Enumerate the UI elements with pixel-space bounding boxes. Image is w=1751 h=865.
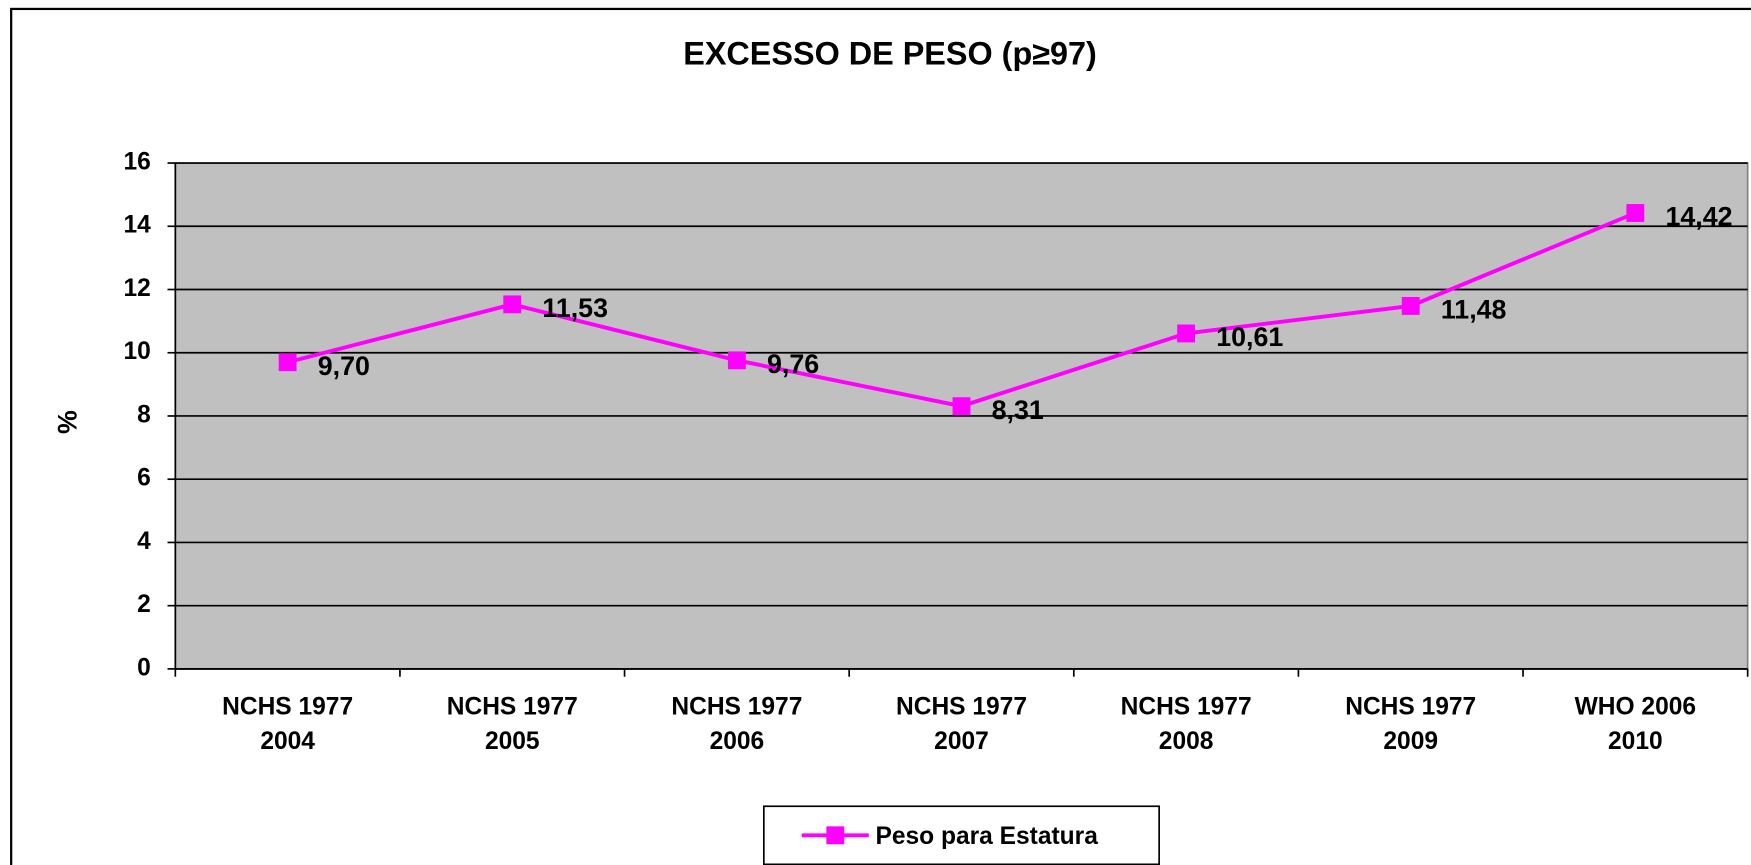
x-tick-label: 2005 <box>485 728 540 755</box>
marker <box>952 397 971 416</box>
x-tick-label: 2010 <box>1608 728 1663 755</box>
x-tick-label: 2008 <box>1159 728 1214 755</box>
y-tick-label: 4 <box>137 528 151 555</box>
y-tick-label: 16 <box>123 149 150 176</box>
x-tick-label: NCHS 1977 <box>1345 693 1476 720</box>
data-label: 9,70 <box>318 351 370 381</box>
data-label: 8,31 <box>992 395 1044 425</box>
marker <box>1177 324 1196 343</box>
y-axis-label: % <box>52 410 82 434</box>
data-label: 11,48 <box>1441 295 1507 325</box>
marker <box>278 353 297 372</box>
x-tick-label: NCHS 1977 <box>1121 693 1252 720</box>
x-tick-label: 2007 <box>934 728 989 755</box>
chart-title: EXCESSO DE PESO (p≥97) <box>683 35 1097 71</box>
y-tick-label: 10 <box>123 338 150 365</box>
marker <box>727 351 746 370</box>
marker <box>1401 297 1420 315</box>
y-tick-label: 8 <box>137 401 151 428</box>
y-tick-label: 0 <box>137 654 151 681</box>
marker <box>503 295 522 314</box>
data-label: 10,61 <box>1216 322 1283 352</box>
x-tick-label: NCHS 1977 <box>447 693 578 720</box>
data-label: 11,53 <box>542 293 608 323</box>
x-tick-label: 2004 <box>260 728 315 755</box>
y-tick-label: 14 <box>123 212 151 239</box>
legend-marker <box>826 826 845 845</box>
legend-label: Peso para Estatura <box>876 823 1099 850</box>
y-tick-label: 6 <box>137 465 151 492</box>
x-tick-label: 2006 <box>710 728 765 755</box>
y-tick-label: 2 <box>137 591 151 618</box>
y-tick-label: 12 <box>123 275 150 302</box>
x-tick-label: NCHS 1977 <box>671 693 802 720</box>
x-tick-label: 2009 <box>1383 728 1438 755</box>
x-tick-label: NCHS 1977 <box>222 693 353 720</box>
data-label: 14,42 <box>1665 202 1732 232</box>
x-tick-label: NCHS 1977 <box>896 693 1027 720</box>
marker <box>1626 204 1645 222</box>
x-tick-label: WHO 2006 <box>1575 693 1696 720</box>
data-label: 9,76 <box>767 349 819 379</box>
